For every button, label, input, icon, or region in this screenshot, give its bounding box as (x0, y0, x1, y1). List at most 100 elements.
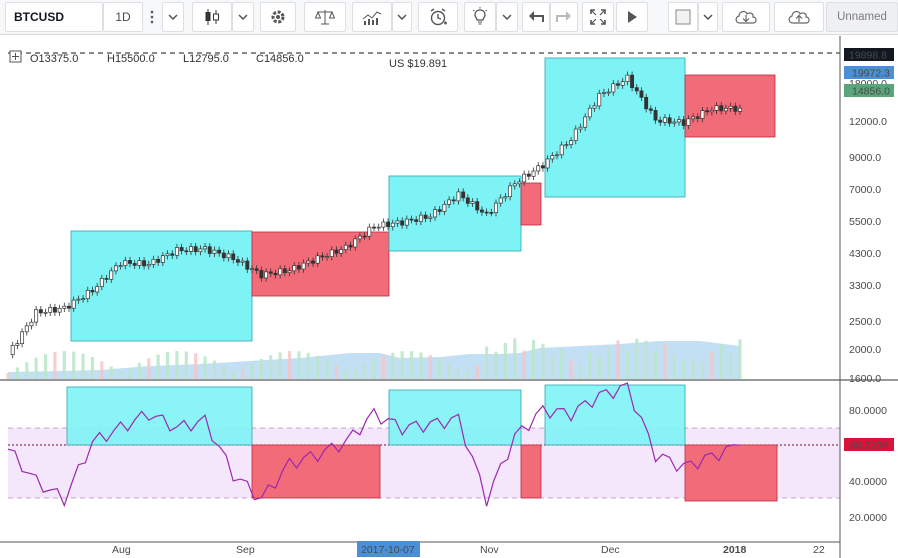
volume-bar (62, 351, 66, 379)
fullscreen-icon (590, 9, 606, 25)
indicator-tick: 80.0000 (849, 405, 887, 417)
candle-down (170, 253, 175, 256)
more-vertical-icon[interactable] (143, 2, 161, 32)
compare-button[interactable] (304, 2, 346, 32)
price-tick: 2500.0 (849, 316, 881, 328)
ideas-dropdown[interactable] (496, 2, 518, 32)
volume-bar (409, 351, 414, 379)
price-tick: 5500.0 (849, 216, 881, 228)
chevron-down-icon (703, 14, 713, 20)
candle-down (526, 173, 531, 177)
chart-toolbar: BTCUSD 1D (0, 0, 898, 35)
candle-down (644, 96, 649, 110)
layout-name: Unnamed (837, 11, 887, 23)
volume-bar (109, 366, 113, 379)
volume-bar (231, 371, 235, 379)
indicator-pane[interactable] (0, 379, 898, 508)
candle-up (723, 107, 728, 112)
candle-up (522, 173, 527, 183)
cyan-pattern-box[interactable] (388, 389, 522, 446)
candle-up (34, 309, 39, 323)
volume-bar (15, 367, 19, 379)
candle-down (320, 255, 325, 258)
candle-up (418, 214, 423, 222)
volume-bar (588, 352, 592, 379)
volume-bar (334, 364, 339, 379)
candle-up (677, 119, 681, 123)
symbol-search-button[interactable]: BTCUSD (5, 2, 103, 32)
candle-down (217, 249, 222, 254)
candle-down (648, 108, 653, 111)
legend-close: C14856.0 (256, 53, 304, 65)
settings-button[interactable] (260, 2, 296, 32)
alert-button[interactable] (418, 2, 458, 32)
volume-bar (635, 338, 639, 379)
indicators-button[interactable] (352, 2, 392, 32)
candle-up (287, 270, 292, 274)
time-axis[interactable]: Aug Sep 2017-10-07 Nov Dec 2018 22 (0, 541, 840, 557)
load-layout-button[interactable] (722, 2, 770, 32)
volume-bar (729, 353, 733, 379)
candle-down (348, 244, 353, 248)
fullscreen-button[interactable] (582, 2, 614, 32)
chart-canvas[interactable]: O13375.0 H15500.0 L12795.0 C14856.0 US $… (0, 36, 898, 558)
red-pattern-box[interactable] (520, 182, 542, 226)
volume-bar (372, 359, 376, 379)
main-pane[interactable]: O13375.0 H15500.0 L12795.0 C14856.0 US $… (6, 50, 840, 379)
drawing-style-dropdown[interactable] (698, 2, 718, 32)
volume-bar (222, 365, 226, 379)
volume-bar (128, 368, 132, 379)
indicator-value-badge-label: 60.2790 (850, 440, 888, 452)
red-pattern-box[interactable] (684, 444, 778, 502)
ref-price-badge-label: 19972.3 (852, 68, 890, 80)
volume-bar (400, 351, 404, 379)
replay-button[interactable] (616, 2, 648, 32)
interval-button[interactable]: 1D (103, 2, 143, 32)
cyan-pattern-box[interactable] (70, 230, 253, 342)
candle-down (667, 117, 672, 124)
candle-up (81, 298, 86, 301)
volume-bar (569, 360, 573, 379)
volume-bar (6, 373, 10, 379)
candle-up (353, 238, 358, 248)
volume-bar (550, 355, 554, 379)
candle-up (456, 191, 461, 202)
time-tick: Sep (236, 544, 255, 556)
volume-bar (259, 358, 263, 379)
interval-dropdown-button[interactable] (162, 2, 184, 32)
candle-down (184, 250, 189, 253)
chart-type-dropdown[interactable] (232, 2, 254, 32)
drawing-style-button[interactable] (668, 2, 698, 32)
candle-down (38, 309, 43, 314)
volume-bar (494, 351, 498, 379)
candle-up (390, 222, 395, 228)
cyan-pattern-box[interactable] (544, 384, 686, 446)
price-tick: 4300.0 (849, 248, 881, 260)
cyan-pattern-box[interactable] (544, 57, 686, 198)
legend-open: O13375.0 (30, 53, 78, 65)
layout-name-button[interactable]: Unnamed (826, 2, 898, 32)
candle-down (273, 272, 278, 276)
undo-button[interactable] (522, 2, 550, 32)
chart-type-button[interactable] (192, 2, 232, 32)
save-layout-button[interactable] (774, 2, 824, 32)
candle-down (142, 260, 147, 267)
candle-up (137, 260, 142, 266)
candle-up (329, 249, 334, 258)
cyan-pattern-box[interactable] (388, 175, 522, 252)
price-axis[interactable]: 12000.0 9000.0 7000.0 5500.0 4300.0 3300… (839, 36, 894, 558)
volume-bar (719, 344, 723, 379)
ideas-button[interactable] (464, 2, 496, 32)
red-pattern-box[interactable] (520, 444, 542, 499)
candle-up (672, 121, 677, 124)
candle-up (620, 81, 625, 86)
last-price-badge-label: 14856.0 (852, 86, 890, 98)
volume-bar (53, 351, 57, 379)
volume-bar (738, 339, 742, 379)
red-pattern-box[interactable] (251, 231, 390, 297)
candle-up (447, 199, 452, 205)
redo-button[interactable] (550, 2, 578, 32)
red-pattern-box[interactable] (251, 444, 381, 499)
time-tick: 22 (813, 544, 825, 556)
indicators-dropdown[interactable] (392, 2, 412, 32)
